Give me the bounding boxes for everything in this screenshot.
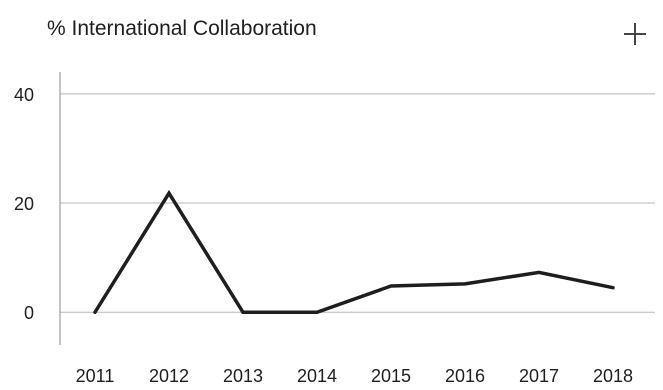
data-point[interactable]: [239, 308, 247, 316]
data-point[interactable]: [535, 268, 543, 276]
x-tick-label: 2017: [519, 366, 559, 386]
plus-icon: [624, 23, 646, 45]
y-tick-label: 20: [14, 194, 34, 214]
x-tick-label: 2011: [76, 366, 115, 386]
series-line: [93, 189, 615, 314]
data-point[interactable]: [91, 308, 99, 316]
data-point[interactable]: [165, 189, 173, 197]
y-tick-label: 0: [24, 303, 34, 323]
x-axis-ticks: 2011 2012 2013 2014 2015 2016 2017 2018: [76, 366, 633, 386]
data-point[interactable]: [609, 284, 617, 292]
x-tick-label: 2012: [149, 366, 189, 386]
x-tick-label: 2014: [297, 366, 337, 386]
x-tick-label: 2015: [371, 366, 411, 386]
y-axis-ticks: 0 20 40: [14, 85, 34, 323]
chart-title: % International Collaboration: [47, 17, 317, 40]
grid-lines: [60, 93, 655, 313]
x-tick-label: 2016: [445, 366, 485, 386]
y-tick-label: 40: [14, 85, 34, 105]
series-layer: [91, 189, 617, 316]
x-tick-label: 2013: [223, 366, 263, 386]
data-point[interactable]: [313, 308, 321, 316]
x-tick-label: 2018: [593, 366, 633, 386]
data-point[interactable]: [387, 282, 395, 290]
add-button[interactable]: [620, 18, 650, 48]
data-point[interactable]: [461, 280, 469, 288]
